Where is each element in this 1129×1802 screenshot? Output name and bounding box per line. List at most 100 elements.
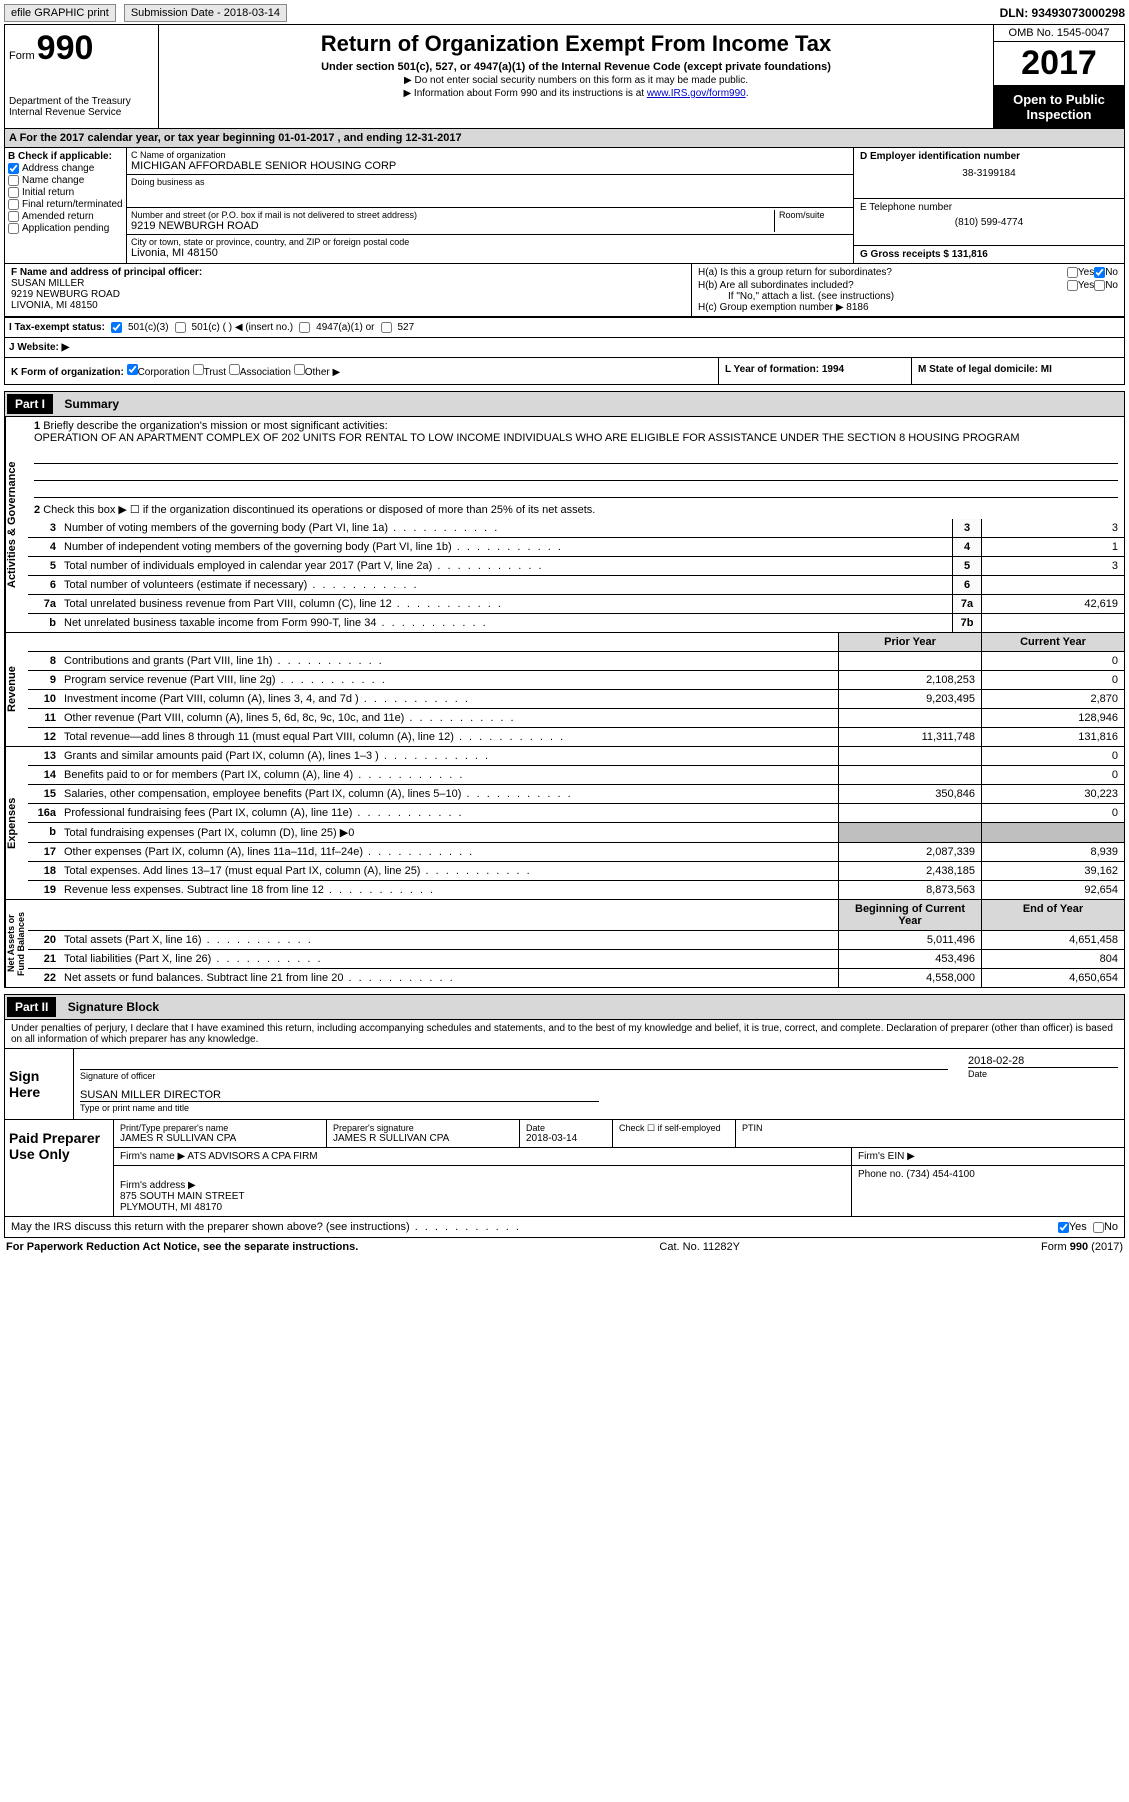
prior-value (838, 747, 981, 765)
room-label: Room/suite (779, 210, 849, 220)
prep-date-label: Date (526, 1123, 606, 1133)
prior-value: 350,846 (838, 785, 981, 803)
discuss-no[interactable] (1093, 1222, 1104, 1233)
chk-final[interactable] (8, 199, 19, 210)
chk-4947[interactable] (299, 322, 310, 333)
line-num: 13 (28, 747, 60, 765)
mission-label: Briefly describe the organization's miss… (43, 420, 387, 432)
city-state-zip: Livonia, MI 48150 (131, 247, 849, 259)
ha-yes[interactable] (1067, 267, 1078, 278)
line-text: Grants and similar amounts paid (Part IX… (60, 747, 838, 765)
chk-address-change[interactable] (8, 163, 19, 174)
street-address: 9219 NEWBURGH ROAD (131, 220, 774, 232)
omb-number: OMB No. 1545-0047 (994, 25, 1124, 42)
line-num: 4 (28, 538, 60, 556)
firm-phone: Phone no. (734) 454-4100 (858, 1169, 975, 1180)
line-num: 10 (28, 690, 60, 708)
line-num: b (28, 823, 60, 842)
self-employed-label: Check ☐ if self-employed (619, 1123, 729, 1134)
chk-name-change[interactable] (8, 175, 19, 186)
line-text: Salaries, other compensation, employee b… (60, 785, 838, 803)
addr-label: Number and street (or P.O. box if mail i… (131, 210, 774, 220)
prior-value: 11,311,748 (838, 728, 981, 746)
chk-pending[interactable] (8, 223, 19, 234)
mission-text: OPERATION OF AN APARTMENT COMPLEX OF 202… (34, 432, 1020, 444)
website-row: J Website: ▶ (4, 338, 1125, 358)
chk-initial[interactable] (8, 187, 19, 198)
ptin-label: PTIN (742, 1123, 1118, 1133)
form-title: Return of Organization Exempt From Incom… (163, 31, 989, 57)
dba-label: Doing business as (131, 177, 849, 187)
line-num: 19 (28, 881, 60, 899)
prep-sig-label: Preparer's signature (333, 1123, 513, 1133)
hb-no[interactable] (1094, 280, 1105, 291)
line-text: Investment income (Part VIII, column (A)… (60, 690, 838, 708)
ein-value: 38-3199184 (860, 168, 1118, 179)
city-label: City or town, state or province, country… (131, 237, 849, 247)
form-header: Form 990 Department of the Treasury Inte… (4, 24, 1125, 129)
firm-ein-label: Firm's EIN ▶ (858, 1151, 915, 1162)
line-text: Total assets (Part X, line 16) (60, 931, 838, 949)
efile-button[interactable]: efile GRAPHIC print (4, 4, 116, 22)
irs-link[interactable]: www.IRS.gov/form990 (647, 88, 746, 99)
chk-other[interactable] (294, 364, 305, 375)
chk-501c[interactable] (175, 322, 186, 333)
chk-assoc[interactable] (229, 364, 240, 375)
chk-trust[interactable] (193, 364, 204, 375)
ha-no[interactable] (1094, 267, 1105, 278)
line-text: Total expenses. Add lines 13–17 (must eq… (60, 862, 838, 880)
dln: DLN: 93493073000298 (1000, 6, 1125, 20)
dept-label: Department of the Treasury Internal Reve… (9, 96, 154, 118)
part-i-title: Summary (64, 397, 119, 411)
officer-name-title: SUSAN MILLER DIRECTOR (80, 1089, 1118, 1101)
phone-value: (810) 599-4774 (860, 217, 1118, 228)
col-b-header: B Check if applicable: (8, 151, 123, 162)
line-text: Number of voting members of the governin… (60, 519, 952, 537)
line-text: Number of independent voting members of … (60, 538, 952, 556)
chk-527[interactable] (381, 322, 392, 333)
phone-label: E Telephone number (860, 202, 1118, 213)
line-grey (981, 823, 1124, 842)
line-value (981, 576, 1124, 594)
sign-here-label: Sign Here (5, 1049, 74, 1119)
row-a-period: A For the 2017 calendar year, or tax yea… (4, 129, 1125, 148)
line-value: 3 (981, 519, 1124, 537)
line-num: 8 (28, 652, 60, 670)
chk-amended[interactable] (8, 211, 19, 222)
chk-501c3[interactable] (111, 322, 122, 333)
current-value: 0 (981, 671, 1124, 689)
officer-label: F Name and address of principal officer: (11, 267, 685, 278)
part-i-head: Part I (7, 394, 53, 414)
prior-value (838, 804, 981, 822)
line-num: 5 (28, 557, 60, 575)
line-text: Other expenses (Part IX, column (A), lin… (60, 843, 838, 861)
hb-yes[interactable] (1067, 280, 1078, 291)
line-num: 6 (28, 576, 60, 594)
penalties-text: Under penalties of perjury, I declare th… (4, 1020, 1125, 1049)
side-netassets: Net Assets or Fund Balances (5, 900, 28, 987)
discuss-yes[interactable] (1058, 1222, 1069, 1233)
sig-date-label: Date (968, 1067, 1118, 1079)
hb-note: If "No," attach a list. (see instruction… (728, 291, 1118, 302)
firm-name: ATS ADVISORS A CPA FIRM (187, 1151, 317, 1162)
side-activities: Activities & Governance (5, 417, 28, 632)
chk-corp[interactable] (127, 364, 138, 375)
prior-value: 2,087,339 (838, 843, 981, 861)
cat-no: Cat. No. 11282Y (659, 1241, 740, 1253)
form-label: Form (9, 50, 35, 62)
state-domicile: M State of legal domicile: MI (911, 358, 1124, 384)
current-value: 0 (981, 766, 1124, 784)
line-text: Professional fundraising fees (Part IX, … (60, 804, 838, 822)
line-text: Program service revenue (Part VIII, line… (60, 671, 838, 689)
form-note2: ▶ Information about Form 990 and its ins… (163, 88, 989, 99)
prep-name-label: Print/Type preparer's name (120, 1123, 320, 1133)
line-value: 1 (981, 538, 1124, 556)
line-text: Contributions and grants (Part VIII, lin… (60, 652, 838, 670)
line-value: 3 (981, 557, 1124, 575)
year-formation: L Year of formation: 1994 (718, 358, 911, 384)
form-of-org: K Form of organization: Corporation Trus… (5, 358, 718, 384)
line-num: 22 (28, 969, 60, 987)
firm-name-label: Firm's name ▶ (120, 1151, 185, 1162)
form-note1: ▶ Do not enter social security numbers o… (163, 75, 989, 86)
prior-value: 4,558,000 (838, 969, 981, 987)
